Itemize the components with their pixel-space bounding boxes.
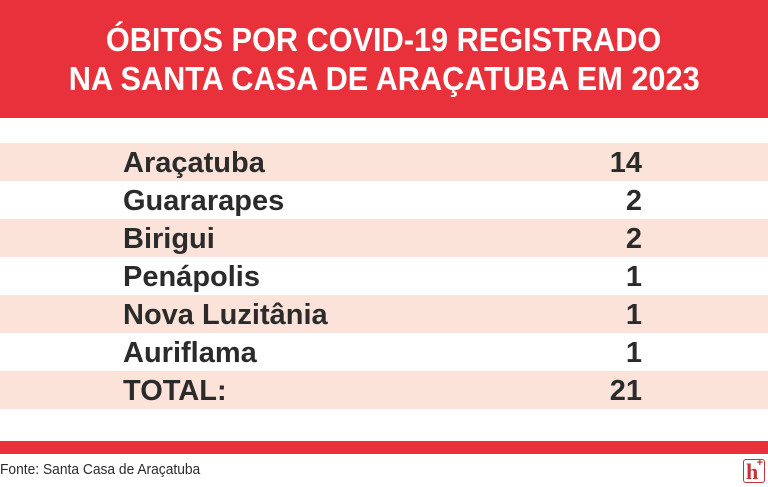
table-row: Nova Luzitânia 1 bbox=[0, 295, 768, 333]
city-name: Guararapes bbox=[123, 185, 285, 217]
logo-plus-icon: + bbox=[756, 457, 763, 469]
city-name: Nova Luzitânia bbox=[123, 299, 328, 331]
table-row: Penápolis 1 bbox=[0, 257, 768, 295]
death-count: 1 bbox=[625, 337, 642, 369]
table-row: Araçatuba 14 bbox=[0, 143, 768, 181]
hospital-plus-logo-icon: h + bbox=[743, 457, 765, 484]
death-count: 14 bbox=[609, 147, 642, 179]
title-line-2: NA SANTA CASA DE ARAÇATUBA EM 2023 bbox=[68, 60, 700, 97]
total-label: TOTAL: bbox=[123, 375, 227, 407]
table-row: Birigui 2 bbox=[0, 219, 768, 257]
death-count: 1 bbox=[625, 299, 642, 331]
title-line-1: ÓBITOS POR COVID-19 REGISTRADO bbox=[106, 21, 662, 58]
death-count: 2 bbox=[625, 223, 642, 255]
total-row: TOTAL: 21 bbox=[0, 371, 768, 409]
city-name: Araçatuba bbox=[123, 147, 265, 179]
death-count: 1 bbox=[625, 261, 642, 293]
logo-letter: h bbox=[746, 459, 759, 484]
table-row: Guararapes 2 bbox=[0, 181, 768, 219]
city-name: Penápolis bbox=[123, 261, 260, 293]
bottom-divider-bar bbox=[0, 441, 768, 454]
table-row: Auriflama 1 bbox=[0, 333, 768, 371]
title-banner: ÓBITOS POR COVID-19 REGISTRADO NA SANTA … bbox=[0, 0, 768, 118]
death-count: 2 bbox=[625, 185, 642, 217]
city-name: Birigui bbox=[123, 223, 215, 255]
total-value: 21 bbox=[609, 375, 642, 407]
city-name: Auriflama bbox=[123, 337, 257, 369]
source-caption: Fonte: Santa Casa de Araçatuba bbox=[0, 461, 201, 478]
deaths-table: Araçatuba 14 Guararapes 2 Birigui 2 Pená… bbox=[0, 143, 768, 409]
